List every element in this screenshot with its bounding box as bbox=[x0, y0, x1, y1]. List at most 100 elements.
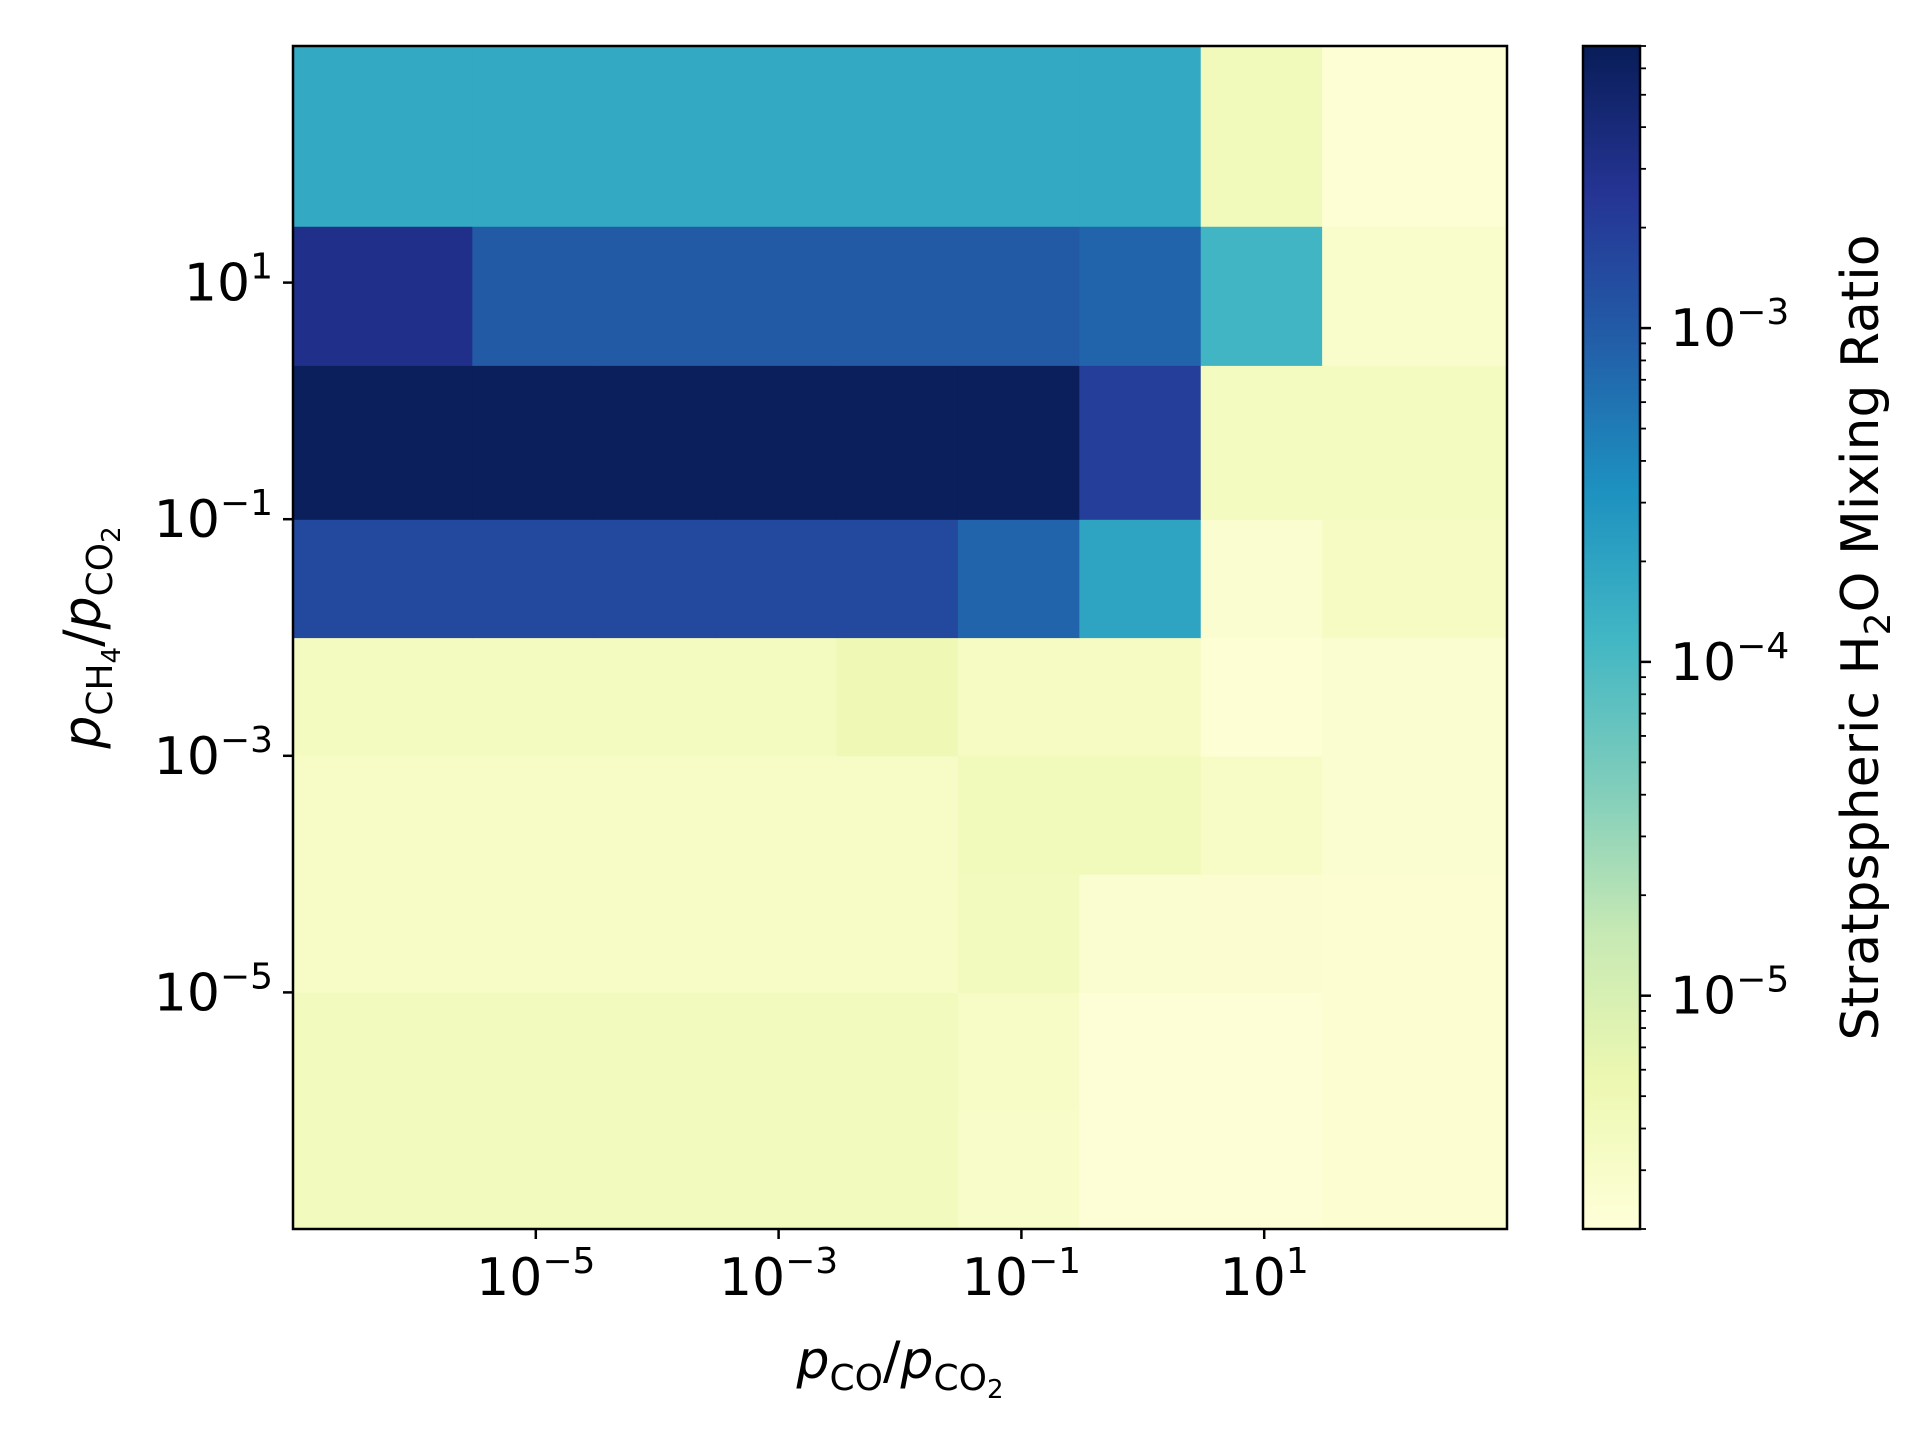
heatmap-cell bbox=[1079, 637, 1202, 757]
colorbar-label: Stratpspheric H2O Mixing Ratio bbox=[1831, 234, 1899, 1040]
heatmap-cell bbox=[1079, 46, 1202, 227]
colorbar-frame bbox=[1581, 44, 1642, 1231]
colorbar-tick-label: 10−5 bbox=[1670, 960, 1789, 1027]
heatmap-cell bbox=[715, 365, 838, 520]
heatmap-cell bbox=[836, 1110, 959, 1230]
colorbar-tick-label: 10−4 bbox=[1670, 626, 1789, 693]
heatmap-cell bbox=[836, 46, 959, 227]
heatmap-cell bbox=[472, 365, 595, 520]
x-axis-ticks: 10−5 10−3 10−1 101 bbox=[476, 1229, 1309, 1308]
heatmap-cell bbox=[472, 992, 595, 1112]
heatmap-cell bbox=[293, 992, 473, 1112]
colorbar-tick-label: 10−3 bbox=[1670, 292, 1789, 359]
heatmap-cell bbox=[293, 874, 473, 993]
heatmap-cell bbox=[593, 874, 716, 993]
heatmap-cell bbox=[957, 226, 1080, 366]
heatmap-cell bbox=[1200, 1110, 1323, 1230]
colorbar-ticks: 10−3 10−4 10−5 bbox=[1640, 45, 1789, 1230]
heatmap-cell bbox=[1200, 637, 1323, 757]
y-tick-label: 10−5 bbox=[154, 956, 273, 1023]
heatmap-cell bbox=[593, 992, 716, 1112]
heatmap-cell bbox=[293, 519, 473, 639]
heatmap-cell bbox=[957, 992, 1080, 1112]
heatmap-cell bbox=[593, 637, 716, 757]
heatmap-cell bbox=[472, 519, 595, 639]
heatmap-cell bbox=[593, 365, 716, 520]
heatmap-cell bbox=[715, 226, 838, 366]
heatmap-cell bbox=[957, 637, 1080, 757]
heatmap-cell bbox=[1079, 226, 1202, 366]
plot-frame bbox=[291, 44, 1509, 1231]
heatmap-cell bbox=[1079, 1110, 1202, 1230]
heatmap-cell bbox=[1322, 1110, 1508, 1230]
colorbar: 10−3 10−4 10−5 Stratpspheric H2O Mixing Ra… bbox=[1581, 44, 1899, 1231]
heatmap-cell bbox=[472, 1110, 595, 1230]
heatmap-cell bbox=[1322, 365, 1508, 520]
heatmap-cells bbox=[293, 46, 1508, 1230]
heatmap-cell bbox=[1322, 992, 1508, 1112]
heatmap-cell bbox=[1322, 519, 1508, 639]
heatmap-cell bbox=[1079, 874, 1202, 993]
heatmap-cell bbox=[715, 637, 838, 757]
x-tick-label: 10−5 bbox=[476, 1241, 595, 1308]
heatmap-cell bbox=[715, 992, 838, 1112]
heatmap-cell bbox=[836, 637, 959, 757]
heatmap-cell bbox=[836, 874, 959, 993]
heatmap-cell bbox=[715, 755, 838, 875]
heatmap-cell bbox=[1200, 992, 1323, 1112]
heatmap-cell bbox=[293, 226, 473, 366]
heatmap-cell bbox=[1200, 226, 1323, 366]
heatmap-cell bbox=[836, 992, 959, 1112]
heatmap-cell bbox=[593, 226, 716, 366]
heatmap-cell bbox=[593, 519, 716, 639]
x-tick-label: 101 bbox=[1220, 1241, 1309, 1308]
heatmap-cell bbox=[472, 755, 595, 875]
heatmap-cell bbox=[293, 755, 473, 875]
heatmap-cell bbox=[957, 46, 1080, 227]
heatmap-cell bbox=[836, 226, 959, 366]
heatmap-cell bbox=[293, 365, 473, 520]
heatmap-cell bbox=[1322, 755, 1508, 875]
heatmap-cell bbox=[836, 519, 959, 639]
heatmap-cell bbox=[1079, 755, 1202, 875]
y-tick-label: 101 bbox=[184, 247, 273, 314]
heatmap-cell bbox=[1200, 365, 1323, 520]
heatmap-cell bbox=[836, 755, 959, 875]
colorbar-gradient bbox=[1583, 46, 1640, 1229]
heatmap-cell bbox=[1322, 46, 1508, 227]
x-tick-label: 10−3 bbox=[719, 1241, 838, 1308]
x-tick-label: 10−1 bbox=[962, 1241, 1081, 1308]
heatmap-cell bbox=[1200, 874, 1323, 993]
y-axis-label: pCH4/pCO2 bbox=[53, 526, 127, 749]
heatmap-cell bbox=[293, 1110, 473, 1230]
heatmap-cell bbox=[293, 637, 473, 757]
heatmap-cell bbox=[836, 365, 959, 520]
heatmap-cell bbox=[1322, 226, 1508, 366]
heatmap-cell bbox=[957, 755, 1080, 875]
x-axis-label: pCO/pCO2 bbox=[795, 1331, 1003, 1405]
y-axis-ticks: 101 10−1 10−3 10−5 bbox=[154, 247, 293, 1023]
heatmap-cell bbox=[715, 1110, 838, 1230]
heatmap-cell bbox=[1200, 755, 1323, 875]
y-tick-label: 10−3 bbox=[154, 720, 273, 787]
heatmap-cell bbox=[593, 46, 716, 227]
heatmap-cell bbox=[293, 46, 473, 227]
heatmap-cell bbox=[957, 365, 1080, 520]
heatmap-cell bbox=[957, 519, 1080, 639]
heatmap-cell bbox=[472, 226, 595, 366]
heatmap-cell bbox=[472, 874, 595, 993]
heatmap-cell bbox=[1079, 519, 1202, 639]
heatmap-cell bbox=[957, 874, 1080, 993]
heatmap-cell bbox=[715, 46, 838, 227]
heatmap-cell bbox=[715, 874, 838, 993]
heatmap-cell bbox=[1079, 992, 1202, 1112]
heatmap-cell bbox=[715, 519, 838, 639]
heatmap-cell bbox=[472, 46, 595, 227]
heatmap-cell bbox=[593, 1110, 716, 1230]
heatmap-cell bbox=[1079, 365, 1202, 520]
heatmap-cell bbox=[1322, 874, 1508, 993]
heatmap-cell bbox=[1322, 637, 1508, 757]
heatmap-cell bbox=[957, 1110, 1080, 1230]
heatmap-cell bbox=[1200, 519, 1323, 639]
